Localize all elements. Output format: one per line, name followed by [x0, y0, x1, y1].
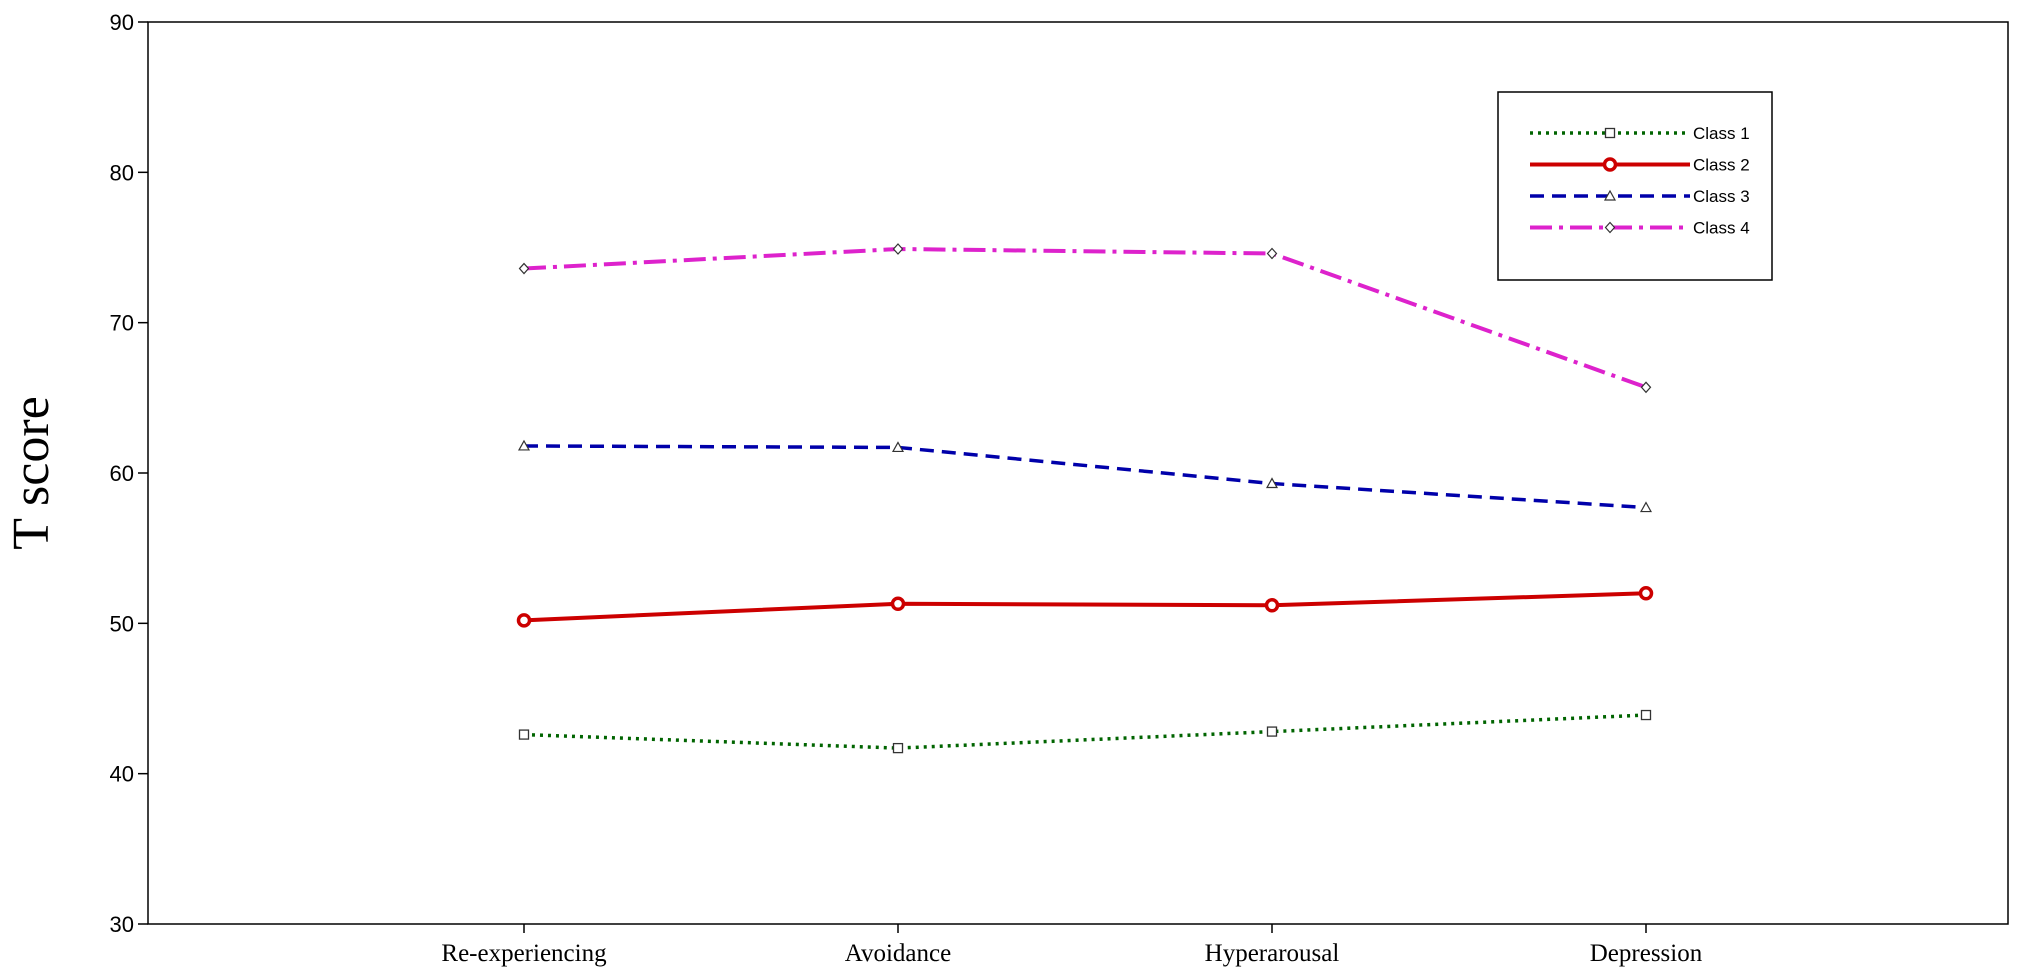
data-point-marker	[1638, 586, 1654, 601]
legend-label: Class 3	[1693, 187, 1750, 206]
legend: Class 1 Class 2 Class 3 Class 4	[1497, 91, 1773, 281]
legend-box	[1497, 91, 1773, 281]
series-class-3	[517, 439, 1653, 513]
series-line	[523, 444, 1647, 510]
y-tick-label: 50	[110, 611, 134, 636]
data-point-marker	[518, 262, 530, 275]
x-tick-label: Depression	[1590, 940, 1703, 967]
x-tick-label: Hyperarousal	[1205, 940, 1340, 967]
series-class-1	[518, 709, 1652, 754]
data-point-marker	[1266, 247, 1278, 260]
data-point-marker	[890, 596, 906, 612]
legend-entry: Class 4	[1530, 219, 1750, 238]
data-point-marker	[517, 439, 531, 451]
data-point-marker	[892, 243, 904, 255]
y-tick-label: 30	[110, 912, 134, 937]
y-tick-label: 70	[110, 311, 134, 336]
data-point-marker	[1602, 157, 1618, 172]
x-axis: Re-experiencing Avoidance Hyperarousal Depr…	[441, 924, 1703, 967]
y-tick-label: 60	[110, 461, 134, 486]
data-point-marker	[518, 729, 530, 740]
data-point-marker	[891, 441, 905, 453]
data-point-marker	[1639, 501, 1653, 513]
data-point-marker	[1640, 381, 1652, 394]
series-class-4	[518, 243, 1652, 394]
data-point-marker	[1265, 477, 1279, 489]
legend-label: Class 4	[1693, 219, 1750, 238]
legend-label: Class 1	[1693, 124, 1750, 143]
legend-entry: Class 1	[1530, 124, 1750, 143]
series-layer	[516, 243, 1654, 754]
data-point-marker	[1266, 726, 1278, 737]
y-axis-label: T score	[3, 396, 60, 550]
x-tick-label: Re-experiencing	[441, 940, 607, 967]
series-line	[523, 591, 1647, 623]
data-point-marker	[892, 742, 904, 754]
legend-entry: Class 3	[1530, 187, 1750, 206]
y-tick-label: 40	[110, 762, 134, 787]
y-tick-label: 80	[110, 160, 134, 185]
y-tick-label: 90	[110, 10, 134, 35]
series-class-2	[516, 586, 1654, 628]
data-point-marker	[1604, 127, 1616, 139]
x-tick-label: Avoidance	[845, 940, 951, 967]
data-point-marker	[1640, 709, 1652, 721]
data-point-marker	[1603, 189, 1617, 201]
data-point-marker	[1604, 221, 1616, 234]
legend-label: Class 2	[1693, 156, 1750, 175]
series-line	[523, 713, 1647, 750]
series-line	[523, 247, 1647, 390]
y-axis: 30 40 50 60 70 80 90	[110, 10, 148, 937]
data-point-marker	[516, 613, 532, 628]
data-point-marker	[1264, 598, 1280, 613]
legend-entry: Class 2	[1530, 156, 1750, 175]
